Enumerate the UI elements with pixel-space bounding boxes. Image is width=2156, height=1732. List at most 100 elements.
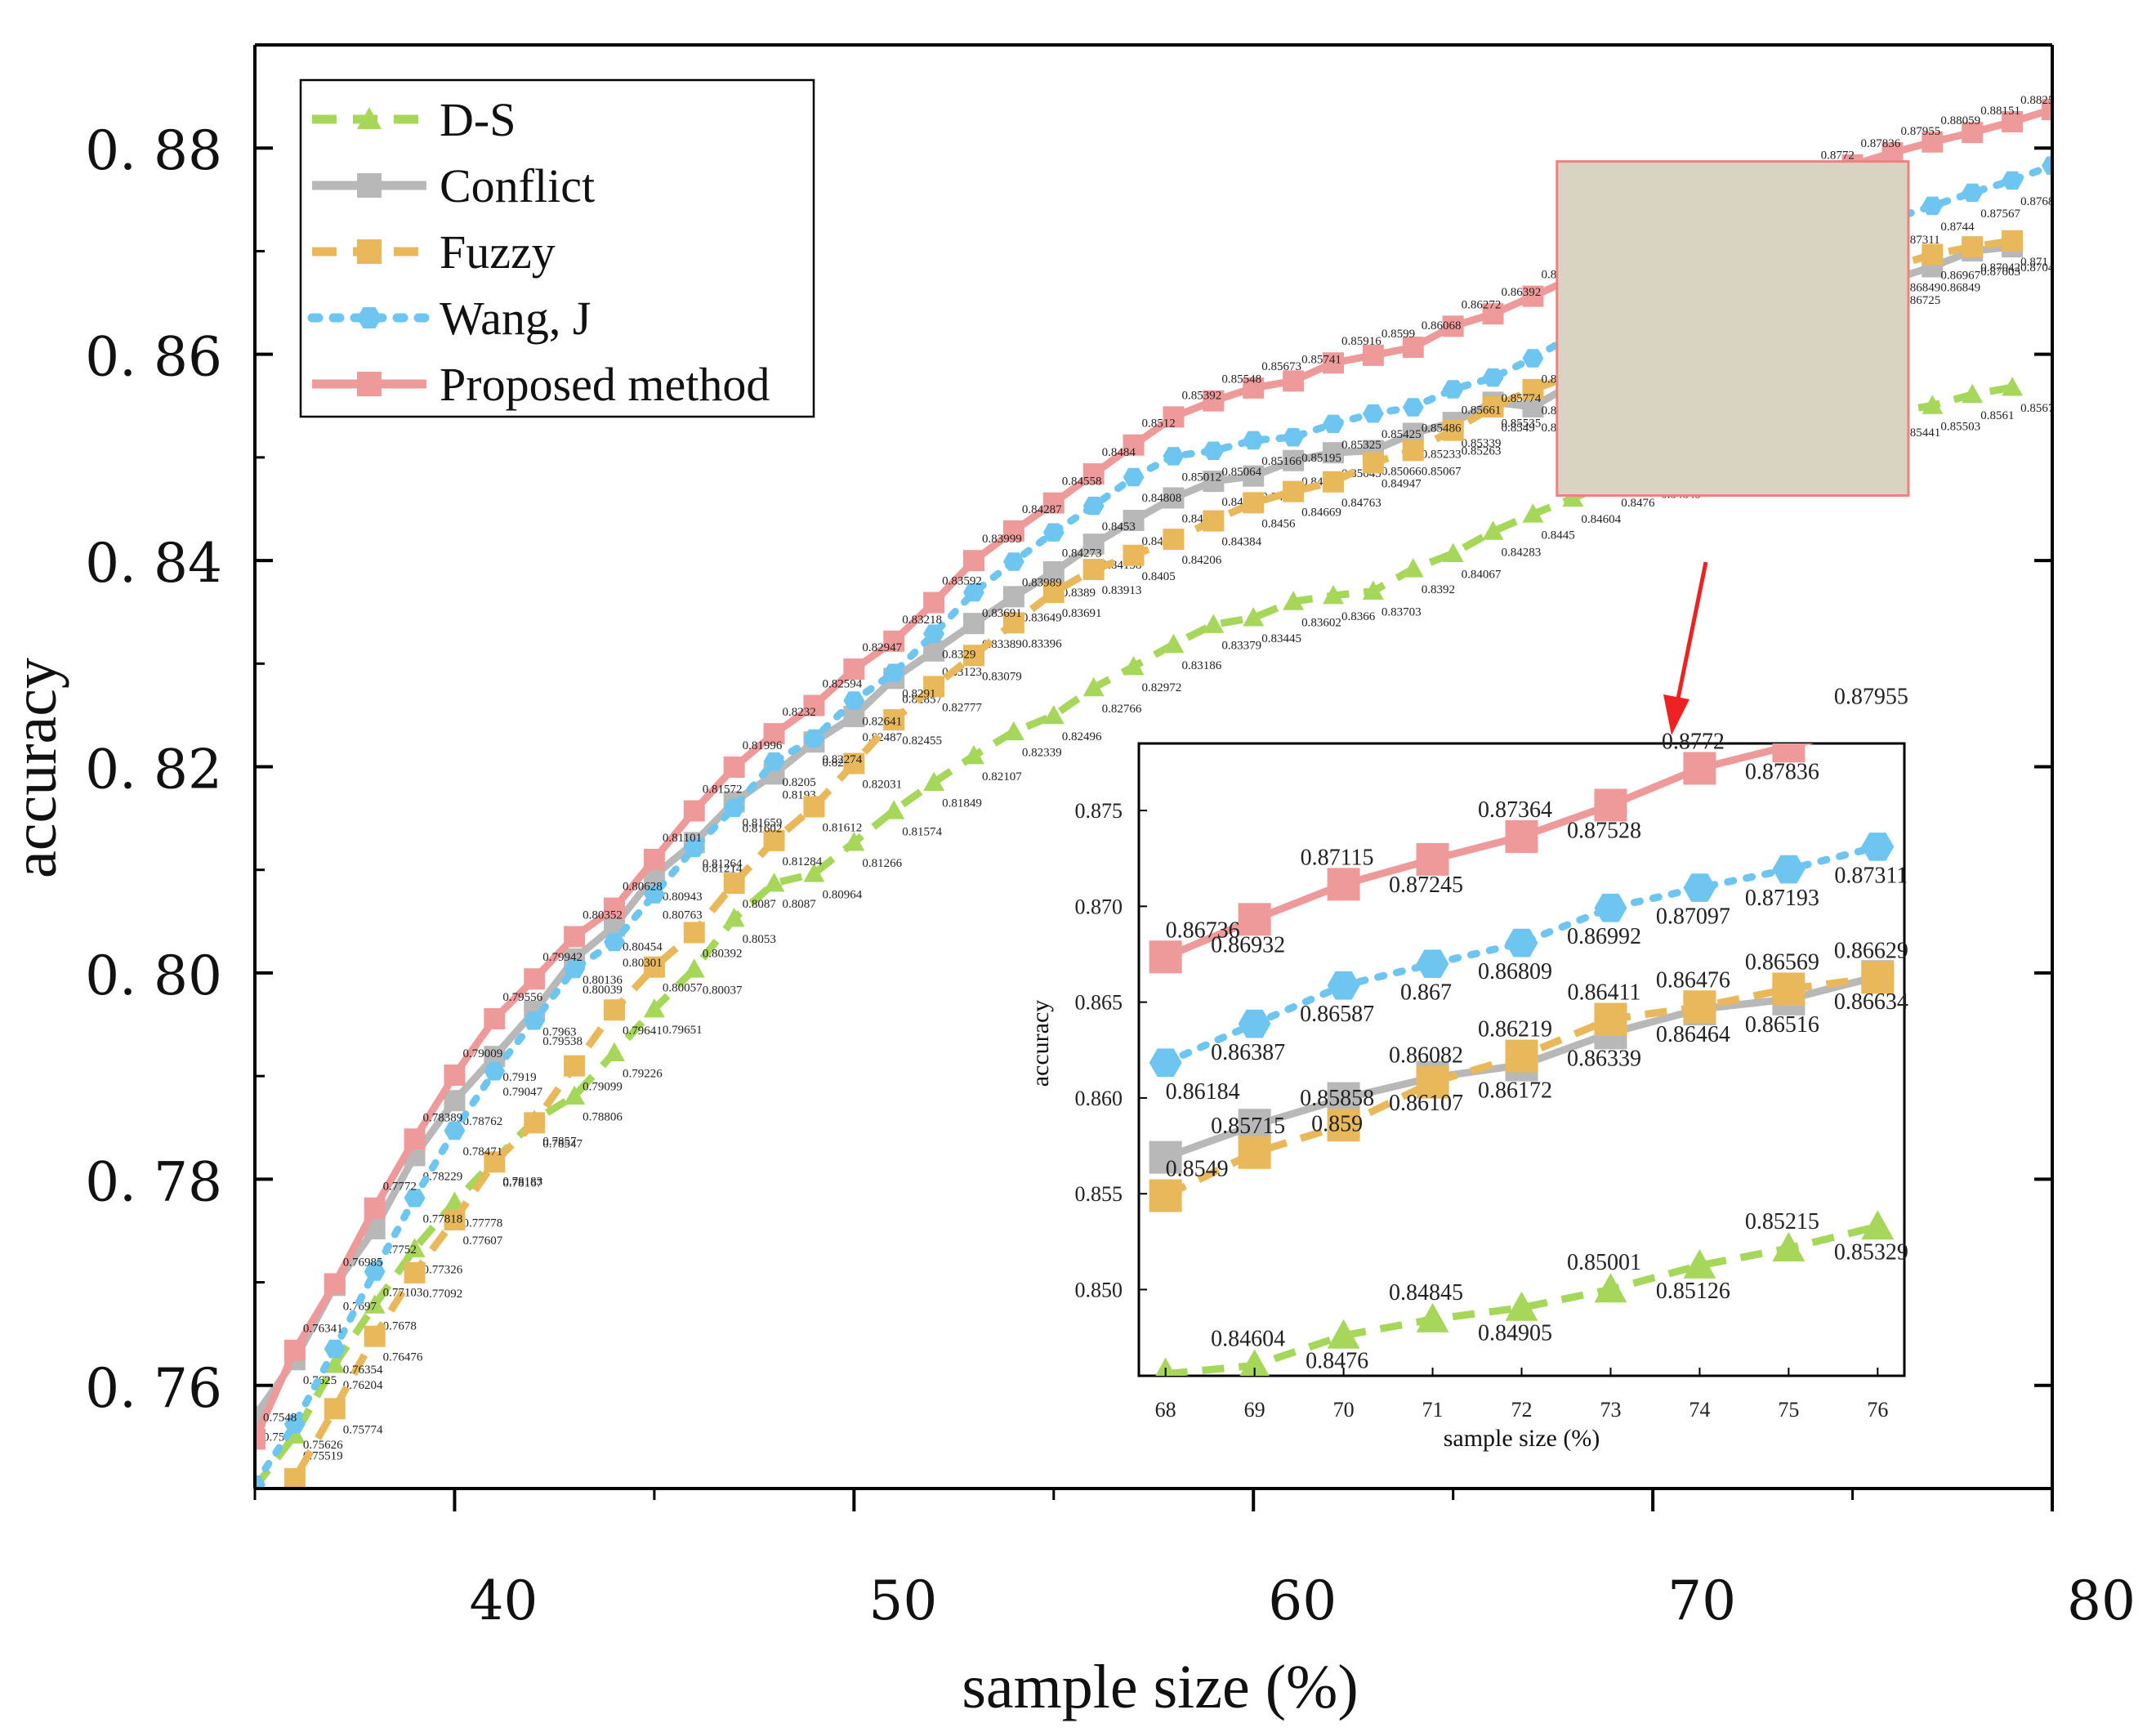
x-tick-label: 70: [1667, 1569, 1736, 1632]
data-point: [1482, 396, 1504, 418]
inset-data-label: 0.85329: [1834, 1239, 1908, 1265]
inset-y-tick-label: 0.850: [1075, 1278, 1123, 1301]
data-point: [683, 922, 705, 944]
data-point: [1203, 471, 1225, 493]
data-label: 0.75774: [343, 1423, 383, 1436]
legend-entry: Fuzzy: [312, 225, 556, 279]
data-label: 0.85064: [1221, 466, 1261, 479]
data-label: 0.88059: [1940, 114, 1980, 127]
data-point: [524, 968, 546, 990]
data-label: 0.82947: [862, 641, 902, 654]
data-point: [244, 1560, 266, 1582]
data-label: 0.80037: [703, 984, 743, 997]
data-point: [643, 848, 665, 870]
data-label: 0.81612: [822, 821, 862, 834]
data-label: 0.82777: [942, 701, 982, 714]
data-point: [1962, 122, 1984, 144]
inset-data-label: 0.86219: [1478, 1017, 1552, 1042]
inset-data-label: 0.86634: [1834, 989, 1908, 1015]
data-point: [1442, 542, 1464, 563]
inset-x-tick-label: 69: [1244, 1398, 1265, 1422]
inset-data-label: 0.8476: [1306, 1349, 1368, 1374]
data-point: [1203, 390, 1225, 412]
inset-data-label: 0.85215: [1745, 1209, 1819, 1234]
data-point: [1522, 503, 1544, 523]
inset-data-label: 0.87115: [1301, 845, 1374, 870]
data-label: 0.79009: [462, 1047, 502, 1060]
data-label: 0.84206: [1181, 554, 1221, 567]
data-point: [1163, 447, 1185, 466]
data-label: 0.87042: [2020, 261, 2060, 275]
inset-x-axis-title: sample size (%): [1444, 1425, 1600, 1452]
data-point: [1402, 440, 1424, 462]
data-label: 0.82972: [1142, 681, 1182, 694]
data-point: [643, 956, 665, 978]
legend-marker: [357, 107, 382, 129]
inset-data-point: [1238, 903, 1271, 936]
data-point: [324, 1273, 346, 1295]
inset-x-tick-label: 70: [1333, 1398, 1355, 1422]
data-point: [1442, 380, 1464, 399]
data-label: 0.77607: [462, 1234, 502, 1248]
inset-data-label: 0.85126: [1656, 1279, 1730, 1304]
data-point: [1002, 612, 1024, 634]
data-point: [1482, 520, 1504, 540]
data-point: [364, 1325, 386, 1347]
data-point: [1522, 285, 1544, 307]
inset-data-point: [1505, 928, 1538, 958]
data-label: 0.79226: [623, 1068, 663, 1081]
data-label: 0.84558: [1062, 475, 1102, 489]
data-label: 0.8453: [1102, 520, 1136, 533]
data-label: 0.85263: [1462, 445, 1502, 458]
data-point: [1362, 404, 1384, 423]
data-point: [1283, 449, 1305, 471]
data-point: [963, 613, 984, 635]
data-label: 0.82455: [902, 734, 942, 748]
data-label: 0.8744: [1940, 221, 1975, 234]
data-label: 0.82031: [862, 779, 902, 792]
data-point: [1323, 471, 1344, 493]
data-point: [723, 873, 745, 895]
data-point: [1362, 580, 1384, 600]
data-point: [883, 663, 905, 682]
data-label: 0.871: [2020, 256, 2048, 269]
data-point: [963, 645, 984, 667]
inset-data-point: [1505, 819, 1538, 853]
data-label: 0.81214: [703, 863, 743, 876]
inset-x-tick-label: 68: [1155, 1398, 1176, 1422]
inset-data-label: 0.86172: [1478, 1078, 1552, 1104]
data-point: [364, 1262, 386, 1281]
data-label: 0.80039: [583, 984, 623, 997]
data-point: [803, 694, 825, 716]
inset-data-point: [1505, 1039, 1538, 1073]
data-label: 0.84808: [1142, 492, 1182, 505]
data-point: [484, 1007, 506, 1029]
data-label: 0.8087: [783, 898, 817, 911]
data-label: 0.82594: [822, 678, 862, 691]
inset-data-label: 0.86464: [1656, 1022, 1730, 1047]
data-point: [1203, 510, 1225, 532]
data-label: 0.83186: [1181, 659, 1221, 672]
data-label: 0.7697: [343, 1300, 377, 1313]
data-point: [1123, 655, 1145, 676]
data-point: [524, 1112, 546, 1134]
data-point: [564, 1055, 586, 1077]
inset-data-label: 0.86107: [1389, 1091, 1463, 1116]
inset-x-tick-label: 75: [1778, 1398, 1799, 1422]
data-label: 0.81101: [663, 832, 702, 845]
data-point: [1522, 378, 1544, 400]
inset-data-point: [1861, 961, 1895, 994]
data-label: 0.8772: [1821, 150, 1855, 163]
data-point: [1922, 243, 1944, 266]
data-label: 0.83602: [1301, 616, 1341, 629]
legend-marker: [357, 239, 382, 264]
data-label: 0.77818: [423, 1212, 463, 1225]
data-label: 0.76985: [343, 1256, 383, 1269]
data-label: 0.8456: [1261, 517, 1296, 530]
legend-entry: Wang, J: [307, 292, 591, 345]
inset-series-wang-j: [1149, 833, 1895, 1078]
data-point: [1323, 352, 1344, 374]
data-point: [2002, 377, 2024, 396]
data-point: [2002, 171, 2024, 190]
data-label: 0.87311: [1900, 234, 1940, 247]
